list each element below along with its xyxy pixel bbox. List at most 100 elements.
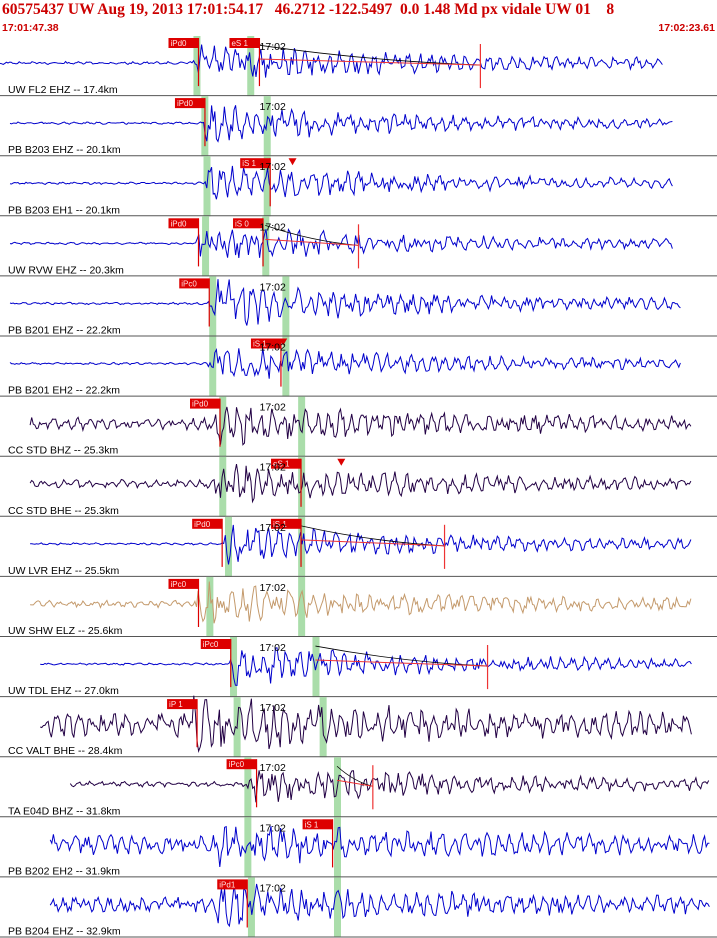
phase-pick-label: iPd0 [192,400,209,409]
minute-mark: 17:02 [260,161,286,173]
waveform-trace[interactable] [40,695,692,754]
waveform-trace[interactable] [49,825,710,868]
phase-pick-flag[interactable] [250,338,281,349]
phase-pick-flag[interactable] [217,879,248,890]
phase-pick-flag[interactable] [233,218,264,229]
phase-pick-flag[interactable] [229,38,260,48]
window-start-time: 17:01:47.38 [2,22,59,34]
s-phase-band [298,396,306,457]
event-header: 60575437 UW Aug 19, 2013 17:01:54.17 46.… [0,0,717,36]
phase-pick-flag[interactable] [192,518,223,529]
station-label: PB B204 EHZ -- 32.9km [8,926,121,938]
phase-pick-label: iPc0 [170,580,186,589]
s-phase-band [263,96,271,157]
amplitude-marker[interactable] [279,338,288,346]
phase-pick-flag[interactable] [240,158,271,169]
phase-pick-flag[interactable] [190,398,221,409]
p-phase-band [244,817,252,878]
waveform-trace[interactable] [9,347,681,379]
phase-pick-flag[interactable] [174,98,205,109]
waveform-trace[interactable] [30,581,692,624]
phase-pick-flag[interactable] [168,218,199,229]
phase-pick-label: eS 1 [231,39,248,48]
waveform-trace[interactable] [30,524,692,565]
station-label: CC STD BHZ -- 25.3km [8,445,119,457]
minute-mark: 17:02 [260,642,286,654]
station-label: PB B201 EH2 -- 22.2km [8,385,120,397]
phase-pick-flag[interactable] [271,518,302,529]
phase-pick-label: iPd1 [219,880,236,889]
phase-pick-label: iPc0 [203,640,219,649]
s-phase-band [282,336,290,397]
minute-mark: 17:02 [260,342,286,354]
minute-mark: 17:02 [260,101,286,113]
station-label: CC STD BHE -- 25.3km [8,505,119,517]
s-phase-band [333,877,341,938]
p-phase-band [206,576,214,637]
p-phase-band [230,637,238,698]
station-label: PB B203 EHZ -- 20.1km [8,144,121,156]
phase-pick-label: iS 1 [253,340,267,349]
station-label: UW SHW ELZ -- 25.6km [8,625,123,637]
minute-mark: 17:02 [260,762,286,774]
waveform-trace[interactable] [29,464,692,504]
phase-pick-label: iS 1 [242,159,256,168]
phase-pick-label: iPd0 [177,99,194,108]
waveform-trace[interactable] [29,406,692,446]
window-end-time: 17:02:23.61 [658,22,715,34]
phase-pick-label: iP 1 [169,700,183,709]
waveform-trace[interactable] [9,105,673,143]
phase-pick-label: iPc0 [229,760,245,769]
amplitude-marker[interactable] [288,158,297,166]
phase-pick-label: eS 1 [273,460,290,469]
phase-pick-label: iS 1 [273,520,287,529]
waveform-trace[interactable] [40,647,692,686]
station-label: PB B203 EH1 -- 20.1km [8,204,120,216]
phase-pick-label: iPd0 [170,39,187,48]
station-label: UW LVR EHZ -- 25.5km [8,565,119,577]
phase-pick-label: iS 1 [305,820,319,829]
station-label: CC VALT BHE -- 28.4km [8,745,123,757]
waveform-trace[interactable] [69,770,710,803]
phase-pick-flag[interactable] [168,578,199,589]
coda-fit-line [301,539,445,547]
minute-mark: 17:02 [260,281,286,293]
s-phase-band [298,516,306,577]
p-phase-band [209,336,217,397]
minute-mark: 17:02 [260,702,286,714]
s-phase-band [262,216,270,277]
s-phase-band [333,817,341,878]
phase-pick-flag[interactable] [179,278,210,289]
waveform-trace[interactable] [0,44,663,78]
amplitude-marker[interactable] [337,458,346,466]
minute-mark: 17:02 [260,462,286,474]
minute-mark: 17:02 [260,882,286,894]
phase-pick-flag[interactable] [226,759,257,770]
station-label: UW RVW EHZ -- 20.3km [8,264,124,276]
minute-mark: 17:02 [260,522,286,534]
minute-mark: 17:02 [260,221,286,233]
minute-mark: 17:02 [260,41,286,53]
p-phase-band [219,396,227,457]
p-phase-band [209,276,217,337]
coda-fit-line [315,659,488,667]
coda-fit-line [258,58,481,66]
minute-mark: 17:02 [260,822,286,834]
station-label: PB B201 EHZ -- 22.2km [8,325,121,337]
phase-pick-label: iPc0 [181,279,197,288]
minute-mark: 17:02 [260,402,286,414]
phase-pick-flag[interactable] [271,458,302,469]
waveform-trace[interactable] [9,279,681,326]
phase-pick-label: iS 0 [235,219,249,228]
s-phase-band [282,276,290,337]
waveform-trace[interactable] [49,883,710,928]
phase-pick-flag[interactable] [302,819,333,830]
minute-mark: 17:02 [260,582,286,594]
phase-pick-flag[interactable] [200,639,231,649]
phase-pick-flag[interactable] [167,699,198,710]
event-title: 60575437 UW Aug 19, 2013 17:01:54.17 46.… [2,1,615,18]
coda-fit-line [336,779,373,787]
phase-pick-flag[interactable] [168,38,199,48]
waveform-trace[interactable] [9,165,673,200]
